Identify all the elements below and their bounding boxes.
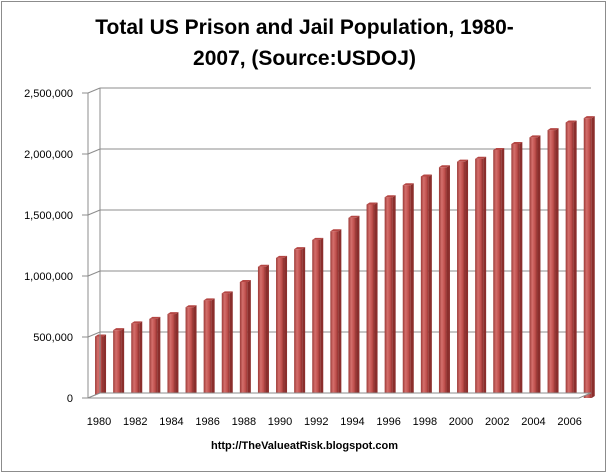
gridline — [87, 209, 591, 216]
bar-2000 — [457, 159, 469, 398]
bar-2001 — [475, 156, 487, 398]
x-tick-label: 1990 — [268, 416, 292, 428]
bar-1994 — [348, 215, 360, 398]
bar-1986 — [203, 298, 215, 398]
bar-1980 — [95, 334, 107, 398]
x-tick-label: 1988 — [232, 416, 256, 428]
bar-1997 — [402, 183, 414, 398]
y-tick-label: 2,000,000 — [24, 149, 73, 161]
gridline — [87, 148, 591, 155]
bar-1993 — [330, 229, 342, 398]
x-tick-label: 1998 — [413, 416, 437, 428]
axes — [87, 88, 592, 399]
bar-2004 — [529, 135, 541, 398]
x-tick-label: 2002 — [485, 416, 509, 428]
bar-1989 — [257, 264, 269, 398]
bar-1996 — [384, 195, 396, 398]
bar-1987 — [221, 291, 233, 398]
bar-1988 — [239, 279, 251, 398]
x-tick-label: 2004 — [521, 416, 545, 428]
bar-1992 — [312, 237, 324, 398]
bar-2007 — [583, 116, 595, 398]
x-tick-label: 1984 — [159, 416, 183, 428]
bar-1998 — [420, 174, 432, 398]
x-tick-label: 1986 — [195, 416, 219, 428]
y-tick-label: 1,500,000 — [24, 210, 73, 222]
chart-title-line-1: Total US Prison and Jail Population, 198… — [95, 16, 514, 39]
bar-2005 — [547, 128, 559, 398]
y-tick-label: 1,000,000 — [24, 271, 73, 283]
bar-1990 — [276, 255, 288, 398]
gridline — [87, 87, 591, 94]
bar-1982 — [131, 321, 143, 398]
x-axis-ticks: 1980 1982 1984 1986 1988 1990 1992 1994 1996 1998… — [87, 416, 582, 428]
source-url: http://TheValueatRisk.blogspot.com — [210, 440, 399, 452]
bar-1999 — [438, 165, 450, 398]
floor-plane — [87, 392, 592, 399]
y-tick-label: 2,500,000 — [24, 88, 73, 100]
gridline — [87, 331, 591, 338]
bar-1983 — [149, 316, 161, 398]
bar-1991 — [294, 247, 306, 398]
bar-series — [95, 116, 595, 399]
x-tick-label: 1980 — [87, 416, 111, 428]
bar-1995 — [366, 202, 378, 398]
bar-2006 — [565, 120, 577, 399]
gridline — [87, 270, 591, 277]
x-tick-label: 2006 — [557, 416, 581, 428]
bar-1985 — [185, 305, 197, 398]
x-tick-label: 1992 — [304, 416, 328, 428]
chart-title-line-2: 2007, (Source:USDOJ) — [193, 47, 416, 70]
bar-1981 — [113, 328, 125, 398]
x-tick-label: 1994 — [340, 416, 364, 428]
x-tick-label: 2000 — [449, 416, 473, 428]
bar-2002 — [493, 147, 505, 398]
chart-title: Total US Prison and Jail Population, 198… — [0, 12, 609, 74]
bar-1984 — [167, 312, 179, 398]
y-tick-label: 0 — [67, 393, 73, 405]
x-tick-label: 1982 — [123, 416, 147, 428]
x-tick-label: 1996 — [376, 416, 400, 428]
y-tick-label: 500,000 — [33, 332, 73, 344]
y-axis-ticks: 0 500,000 1,000,000 1,500,000 2,000,000 2,500… — [24, 88, 88, 405]
bar-2003 — [511, 141, 523, 398]
